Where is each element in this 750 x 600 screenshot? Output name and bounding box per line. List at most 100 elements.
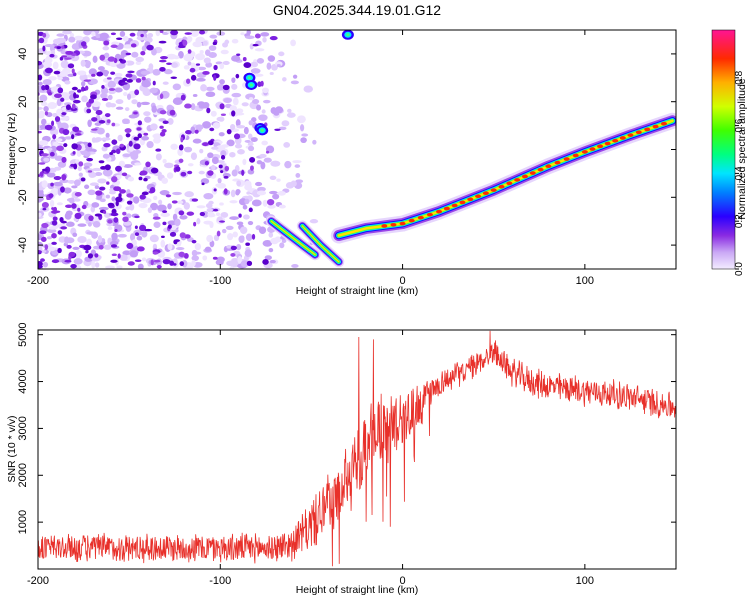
spectrogram-noise-peak (102, 210, 107, 214)
spectrogram-noise-peak (254, 33, 261, 39)
spectrogram-noise-cell (283, 141, 291, 148)
spectrogram-track-peak (627, 133, 634, 137)
spectrogram-noise-peak (135, 78, 142, 83)
spectrogram-noise-cell (197, 66, 207, 71)
spectrogram-noise-cell (138, 202, 148, 209)
spectrogram-noise-cell (179, 215, 188, 220)
spectrogram-noise-cell (87, 222, 92, 227)
spectrogram-noise-peak (223, 188, 228, 195)
spectrogram-noise-peak (262, 259, 269, 265)
spectrogram-noise-peak (67, 63, 75, 69)
snr-x-tick-label: -200 (27, 575, 49, 587)
spectrogram-noise-peak (133, 111, 138, 115)
spectrogram-noise-cell (209, 221, 214, 229)
spectrogram-noise-cell (260, 32, 270, 37)
spectrogram-noise-peak (44, 124, 53, 131)
spectrogram-noise-cell (195, 53, 205, 61)
spectrogram-noise-cell (162, 158, 167, 164)
spectrogram-noise-cell (175, 247, 185, 251)
spectrogram-noise-peak (63, 143, 68, 148)
spectrogram-noise-cell (126, 93, 132, 100)
spectrogram-noise-cell (281, 120, 290, 127)
spectrogram-noise-peak (133, 143, 141, 150)
spectrogram-noise-cell (123, 91, 128, 97)
spectrogram-noise-peak (159, 93, 164, 100)
spectrogram-noise-cell (226, 139, 235, 147)
spectrogram-noise-cell (144, 116, 152, 123)
spectrogram-noise-peak (143, 177, 148, 182)
spectrogram-noise-cell (262, 199, 268, 207)
spectrogram-noise-peak (48, 193, 54, 199)
spectrogram-noise-cell (202, 40, 208, 46)
spectrogram-noise-peak (40, 258, 45, 262)
spectrogram-noise-peak (71, 203, 77, 209)
spectrogram-noise-peak (74, 212, 82, 220)
spectrogram-noise-cell (256, 57, 265, 64)
spectrogram-noise-cell (50, 188, 59, 196)
spectrogram-noise-cell (48, 226, 57, 230)
spectrogram-noise-cell (277, 190, 286, 196)
spectrogram-y-label: Frequency (Hz) (6, 113, 18, 185)
spectrogram-noise-cell (215, 259, 224, 266)
spectrogram-track-peak (545, 164, 552, 169)
spectrogram-noise-peak (187, 49, 192, 54)
spectrogram-noise-cell (199, 50, 204, 54)
spectrogram-noise-peak (94, 213, 102, 217)
spectrogram-noise-peak (212, 256, 218, 260)
spectrogram-noise-peak (153, 259, 161, 263)
spectrogram-noise-peak (175, 166, 181, 172)
spectrogram-noise-peak (39, 230, 47, 235)
spectrogram-noise-peak (62, 128, 70, 136)
spectrogram-noise-peak (83, 244, 92, 251)
spectrogram-noise-peak (126, 200, 133, 205)
spectrogram-noise-cell (309, 219, 319, 224)
spectrogram-noise-field (38, 30, 319, 269)
spectrogram-noise-cell (122, 153, 132, 158)
spectrogram-noise-cell (83, 30, 92, 36)
spectrogram-noise-cell (92, 167, 102, 172)
spectrogram-noise-cell (62, 116, 70, 121)
spectrogram-noise-cell (235, 189, 241, 195)
spectrogram-noise-cell (103, 244, 112, 250)
spectrogram-noise-cell (292, 74, 298, 79)
spectrogram-noise-peak (60, 220, 67, 224)
spectrogram-noise-peak (182, 39, 188, 47)
spectrogram-noise-peak (230, 245, 237, 251)
spectrogram-track-peak (451, 203, 458, 208)
snr-y-tick-label: 2000 (17, 463, 29, 487)
spectrogram-noise-cell (152, 68, 161, 76)
spectrogram-noise-cell (152, 133, 163, 139)
spectrogram-noise-peak (74, 133, 82, 136)
spectrogram-noise-cell (203, 57, 211, 64)
spectrogram-noise-cell (122, 164, 133, 168)
spectrogram-noise-cell (160, 212, 171, 218)
spectrogram-noise-cell (133, 196, 140, 204)
spectrogram-noise-cell (244, 35, 255, 40)
spectrogram-noise-peak (51, 241, 57, 245)
colorbar-tick-label: 0.6 (734, 118, 745, 132)
spectrogram-blob-center (260, 128, 265, 132)
spectrogram-noise-cell (91, 202, 100, 208)
spectrogram-noise-cell (176, 200, 184, 205)
spectrogram-noise-peak (184, 103, 192, 109)
spectrogram-noise-peak (95, 109, 103, 116)
spectrogram-noise-peak (223, 175, 229, 179)
spectrogram-noise-cell (122, 35, 129, 42)
spectrogram-noise-cell (190, 103, 196, 111)
spectrogram-noise-peak (159, 110, 167, 115)
spectrogram-noise-cell (208, 200, 214, 205)
spectrogram-x-tick-label: 100 (576, 275, 594, 287)
spectrogram-noise-peak (119, 189, 126, 194)
spectrogram-noise-cell (204, 49, 211, 57)
spectrogram-noise-peak (91, 73, 96, 77)
spectrogram-noise-cell (39, 94, 48, 102)
spectrogram-noise-cell (281, 238, 287, 244)
spectrogram-noise-cell (107, 94, 113, 101)
spectrogram-noise-cell (115, 99, 124, 105)
spectrogram-noise-cell (242, 204, 248, 210)
spectrogram-noise-peak (122, 211, 127, 216)
spectrogram-noise-peak (51, 210, 59, 214)
spectrogram-noise-peak (95, 190, 103, 196)
